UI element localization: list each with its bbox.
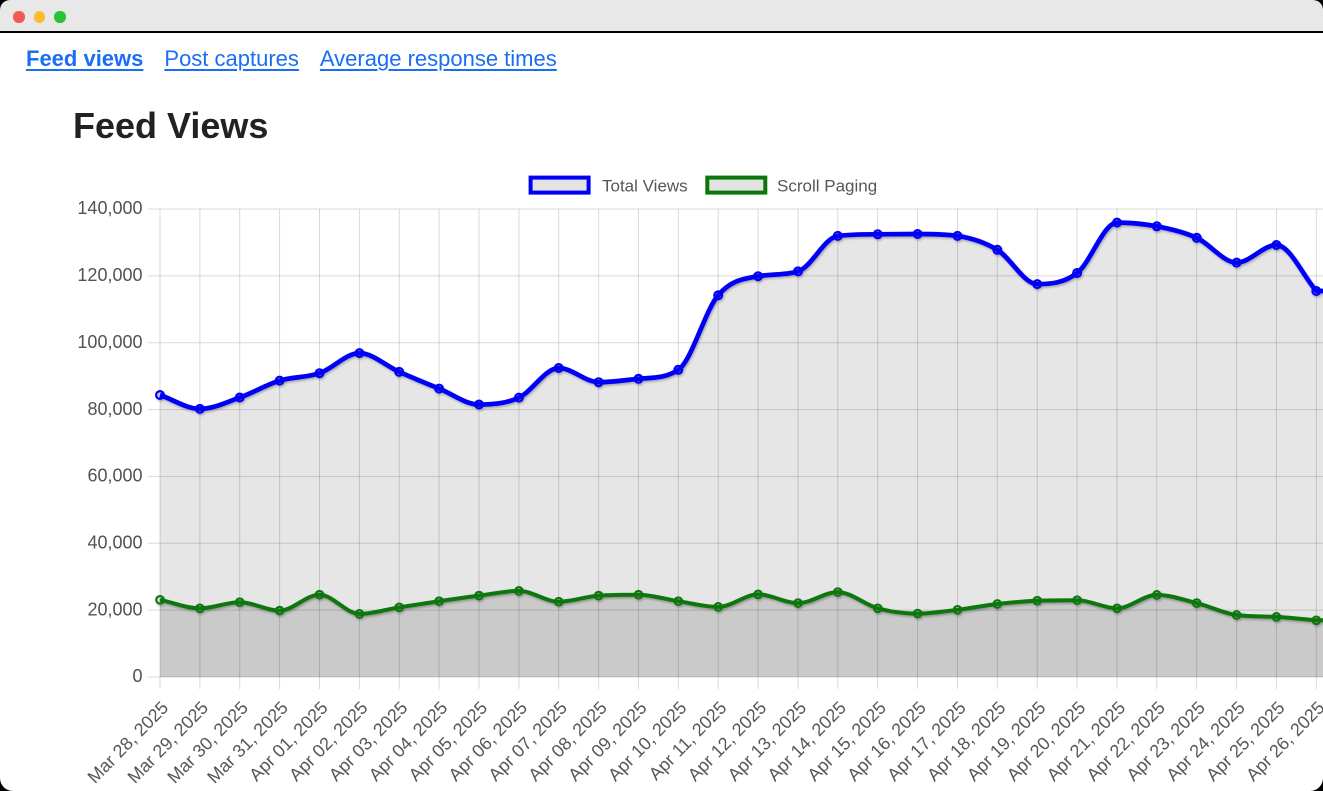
- svg-text:80,000: 80,000: [87, 399, 142, 419]
- svg-text:120,000: 120,000: [77, 265, 142, 285]
- svg-text:140,000: 140,000: [77, 198, 142, 218]
- svg-text:60,000: 60,000: [87, 466, 142, 486]
- svg-text:Scroll Paging: Scroll Paging: [777, 176, 877, 195]
- svg-text:Total Views: Total Views: [602, 176, 688, 195]
- svg-text:20,000: 20,000: [87, 599, 142, 619]
- svg-text:100,000: 100,000: [77, 332, 142, 352]
- svg-text:0: 0: [132, 666, 142, 686]
- svg-text:40,000: 40,000: [87, 533, 142, 553]
